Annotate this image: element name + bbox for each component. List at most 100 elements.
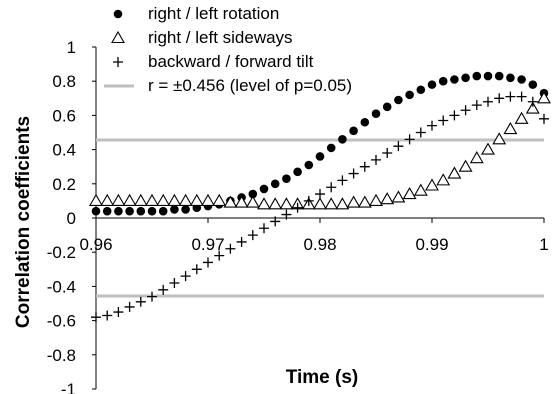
triangle-marker-point — [537, 91, 551, 104]
circle-marker-point — [382, 102, 392, 112]
circle-marker-point — [450, 75, 459, 84]
triangle-marker-point — [167, 193, 182, 206]
triangle-marker-point — [413, 183, 428, 196]
triangle-marker-point — [279, 197, 294, 210]
circle-marker-point — [326, 143, 336, 153]
triangle-marker-point — [357, 195, 372, 208]
y-tick-label: -0.6 — [47, 312, 76, 331]
plus-marker-point — [393, 141, 404, 152]
circle-marker-point — [304, 160, 314, 170]
circle-marker-point — [394, 95, 403, 105]
legend-marker-2 — [111, 30, 125, 44]
triangle-marker-point — [503, 121, 518, 135]
plus-marker-point — [415, 127, 426, 138]
plus-marker-point — [527, 96, 538, 107]
triangle-marker-point — [212, 193, 227, 206]
circle-marker-point — [349, 126, 358, 136]
plus-marker-point — [427, 120, 437, 131]
y-axis-title: Correlation coefficients — [13, 116, 34, 328]
circle-marker-point — [114, 206, 123, 216]
triangle-marker-point — [189, 193, 204, 206]
triangle-marker-point — [313, 197, 327, 210]
x-tick-label: 0.96 — [79, 235, 112, 254]
circle-marker-point — [494, 71, 504, 81]
legend-label-2: right / left sideways — [148, 28, 293, 47]
y-tick-label: 1 — [67, 38, 76, 57]
triangle-marker-point — [335, 197, 350, 210]
circle-marker-point — [506, 73, 515, 83]
x-axis-title: Time (s) — [286, 367, 359, 388]
triangle-marker-point — [346, 195, 361, 208]
plus-marker-point — [203, 257, 213, 268]
circle-marker-point — [405, 90, 414, 100]
plus-marker-point — [359, 161, 370, 172]
circle-marker-point — [293, 167, 302, 177]
plus-marker-point — [494, 93, 505, 104]
plus-marker-point — [247, 230, 258, 241]
circle-marker-point — [371, 109, 381, 118]
circle-marker-point — [125, 206, 134, 216]
y-tick-label: -1 — [61, 380, 76, 394]
legend: right / left rotation right / left sidewa… — [104, 4, 352, 95]
circle-marker-point — [248, 189, 258, 199]
legend-marker-3 — [113, 57, 123, 67]
y-tick-label: -0.4 — [47, 277, 76, 296]
plus-marker-point — [471, 100, 482, 111]
triangle-marker-point — [402, 186, 417, 200]
triangle-marker-point — [178, 193, 193, 206]
circle-marker-point — [461, 73, 470, 83]
axes: 1 0.8 0.6 0.4 0.2 0 -0.2 -0.4 -0.6 -0.8 -1 0.96 0.97… — [47, 38, 549, 394]
plus-marker-point — [303, 195, 314, 206]
circle-marker-point — [528, 80, 538, 89]
plus-marker-point — [281, 209, 292, 220]
plus-marker-point — [191, 264, 202, 275]
plus-marker-point — [214, 250, 225, 261]
triangle-marker-point — [391, 190, 406, 203]
plus-marker-point — [225, 243, 236, 254]
triangle-marker-point — [469, 151, 484, 164]
plus-marker-point — [259, 223, 269, 234]
circle-marker-point — [338, 135, 347, 144]
triangle-marker-point — [481, 142, 495, 155]
circle-marker-point — [315, 152, 325, 161]
x-tick-label: 0.98 — [303, 235, 336, 254]
triangle-marker-point — [525, 101, 540, 114]
triangle-marker-point — [234, 195, 249, 208]
plus-marker-point — [169, 277, 180, 288]
plus-marker-point — [270, 216, 281, 227]
circle-marker-point — [270, 179, 280, 189]
circle-marker-point — [259, 184, 269, 194]
circle-marker-point — [483, 71, 493, 81]
y-tick-label: 0.2 — [52, 175, 76, 194]
circle-marker-point — [102, 206, 112, 216]
triangle-marker-point — [324, 197, 339, 210]
triangle-marker-point — [145, 193, 159, 206]
triangle-marker-point — [436, 173, 451, 186]
triangle-marker-point — [100, 193, 115, 206]
legend-label-significance: r = ±0.456 (level of p=0.05) — [148, 76, 352, 95]
plus-marker-point — [147, 291, 157, 302]
plus-marker-point — [483, 96, 493, 107]
triangle-marker-point — [133, 193, 148, 206]
triangle-marker-point — [514, 111, 529, 124]
triangle-marker-point — [369, 193, 383, 206]
plus-marker-point — [539, 113, 549, 124]
plus-marker-point — [516, 91, 527, 102]
plus-marker-point — [236, 236, 247, 247]
plus-marker-point — [113, 307, 124, 318]
plus-marker-point — [460, 105, 471, 116]
plus-marker-point — [404, 134, 415, 145]
circle-marker-point — [282, 174, 291, 183]
x-tick-label: 0.99 — [415, 235, 448, 254]
x-tick-label: 0.97 — [191, 235, 224, 254]
legend-label-1: right / left rotation — [148, 4, 279, 23]
plus-marker-point — [315, 189, 325, 200]
significance-lines — [96, 138, 544, 298]
circle-marker-point — [170, 205, 179, 214]
triangle-marker-point — [89, 193, 103, 206]
plus-marker-point — [337, 175, 348, 186]
plus-marker-point — [91, 312, 101, 323]
legend-marker-1 — [113, 9, 123, 19]
circle-marker-point — [147, 206, 157, 216]
